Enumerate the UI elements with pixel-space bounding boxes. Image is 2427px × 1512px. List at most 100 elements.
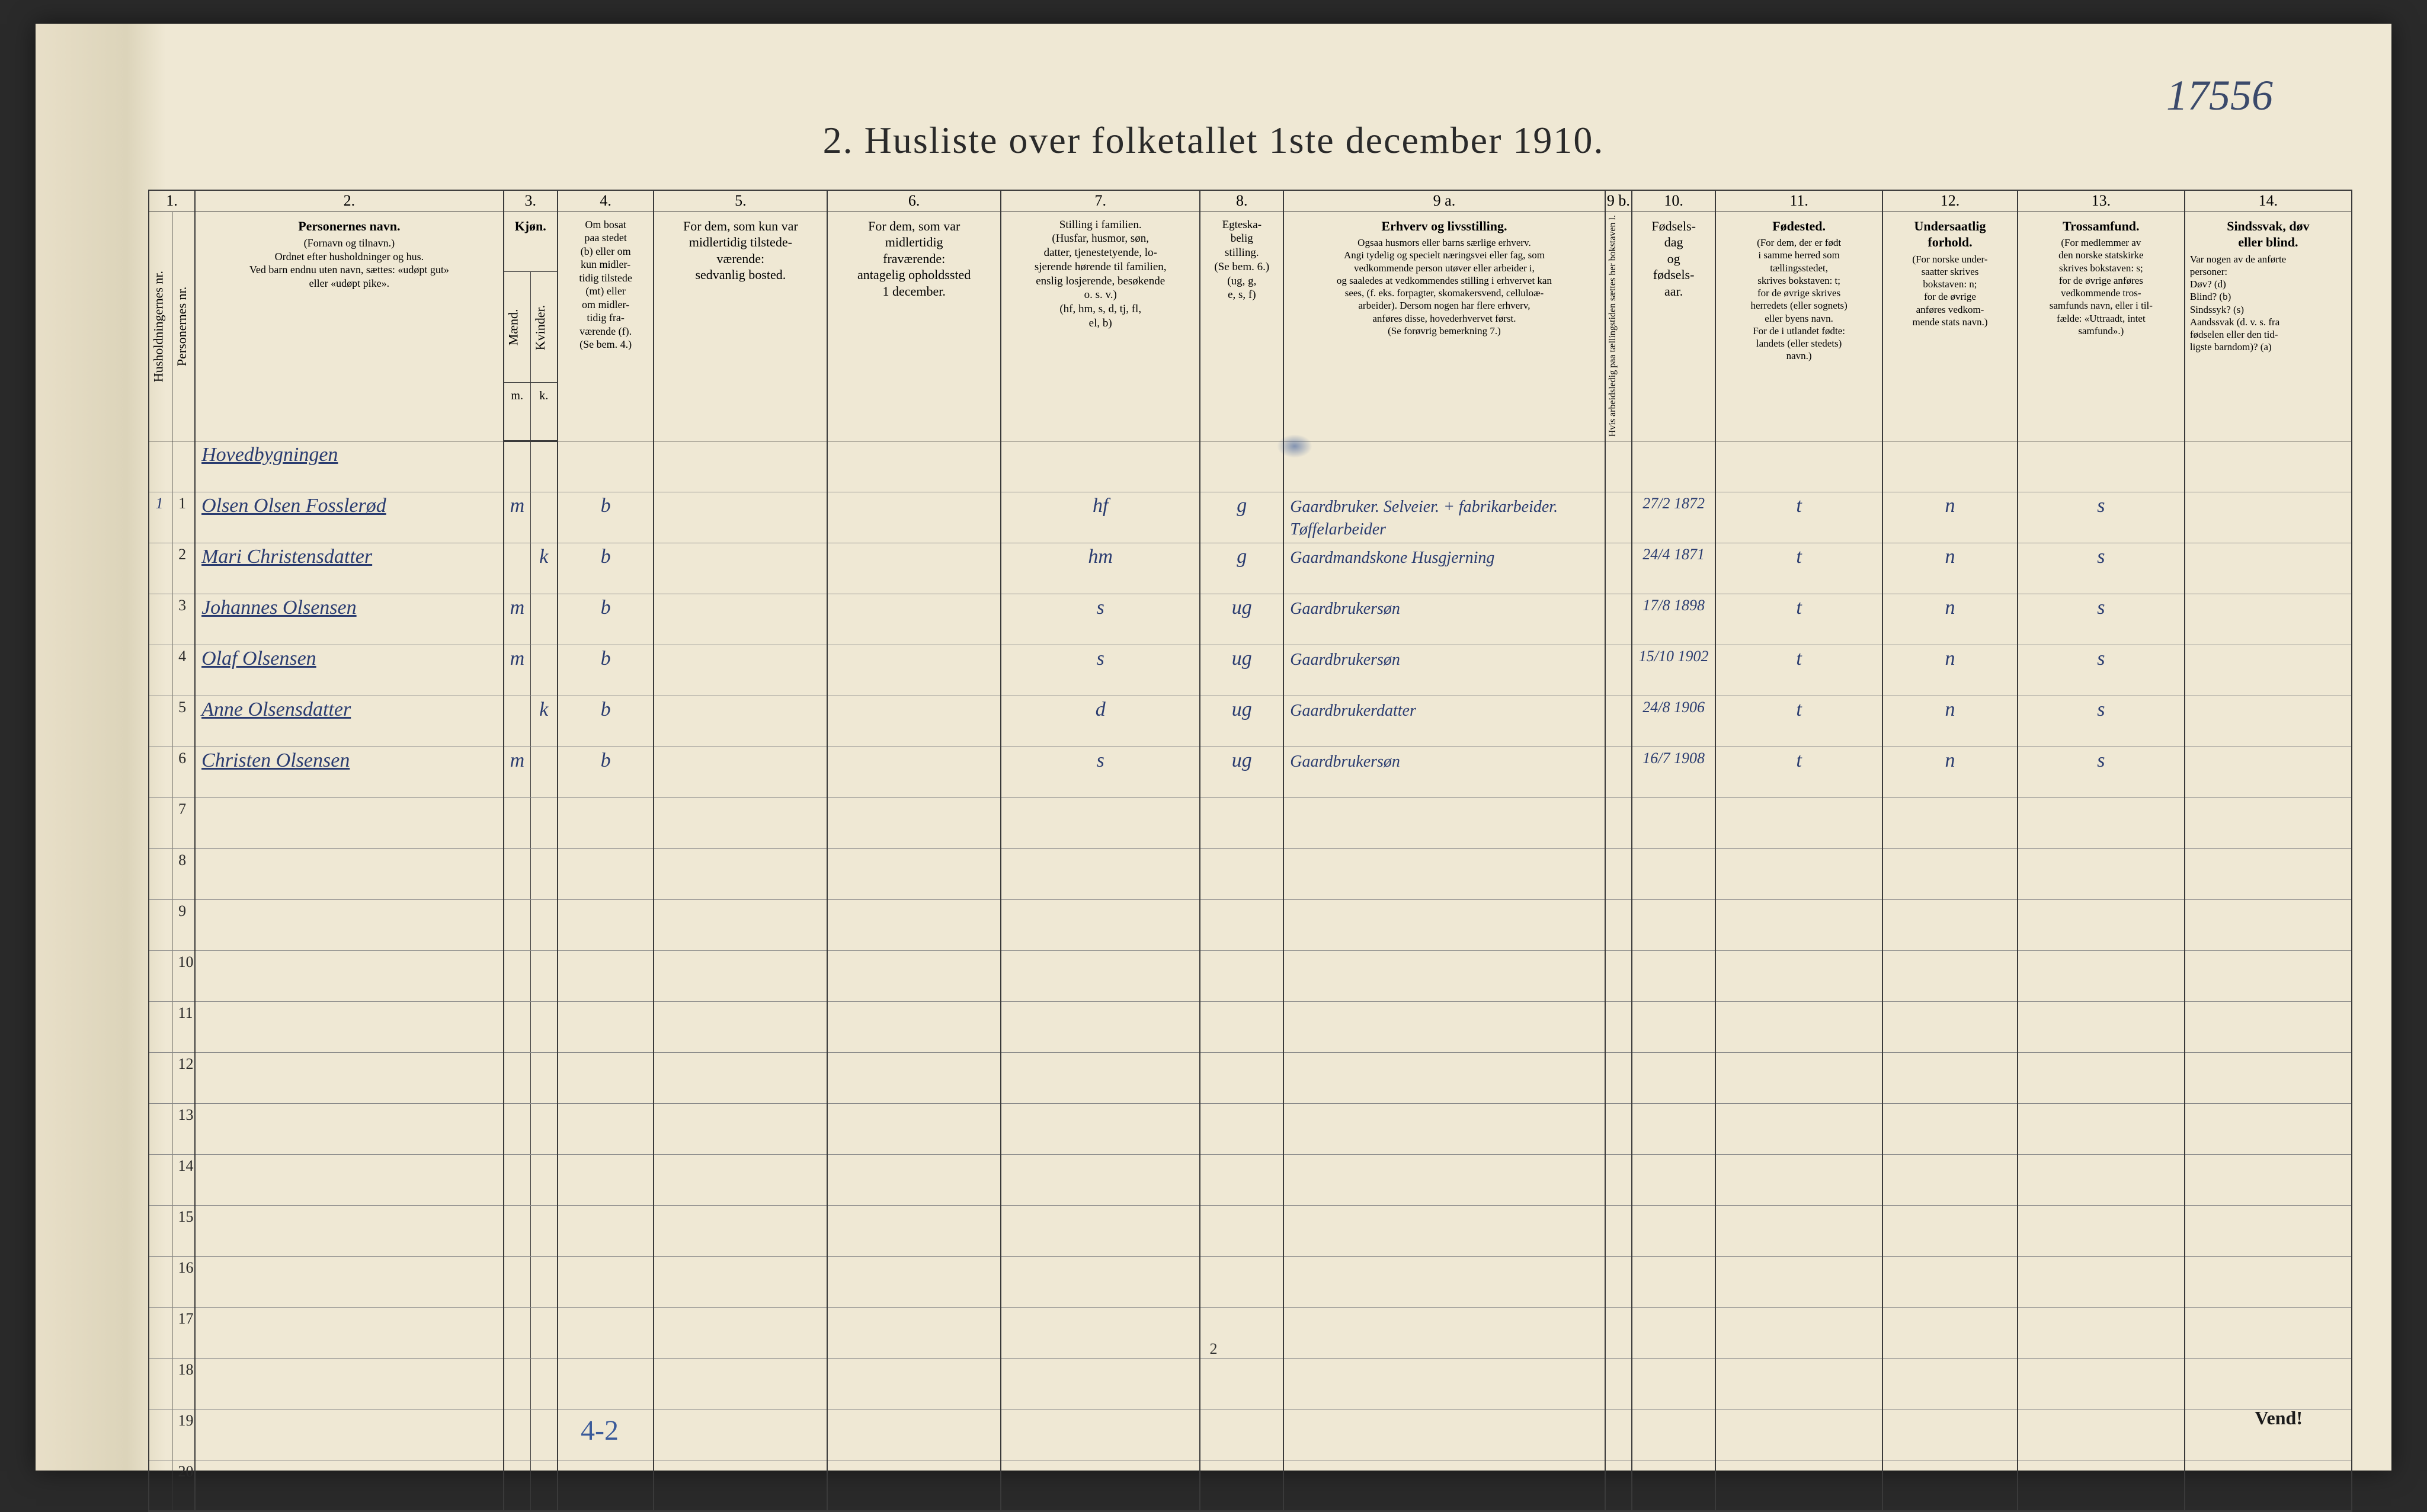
cell-empty [1632, 848, 1715, 899]
cell-empty [1632, 899, 1715, 950]
cell-empty [1605, 950, 1632, 1001]
cell-birthplace: t [1715, 594, 1882, 645]
table-row-empty: 8 [149, 848, 2352, 899]
cell-nationality: n [1882, 747, 2018, 797]
cell-empty [827, 899, 1001, 950]
cell-empty [558, 441, 654, 492]
cell-nationality: n [1882, 645, 2018, 696]
cell-sex-k [530, 594, 558, 645]
cell-occupation: Gaardbrukersøn [1283, 747, 1605, 797]
cell-empty [149, 950, 172, 1001]
cell-religion: s [2018, 594, 2185, 645]
cell-temp-absent [827, 543, 1001, 594]
cell-name: Anne Olsensdatter [195, 696, 504, 747]
cell-occupation: Gaardbrukersøn [1283, 594, 1605, 645]
colnum-11: 11. [1715, 190, 1882, 212]
cell-empty [558, 1001, 654, 1052]
header-row-1: Husholdningernes nr. Personernes nr. Per… [149, 212, 2352, 272]
cell-empty [149, 797, 172, 848]
hdr-unemployed: Hvis arbeidsledig paa tællingstiden sætt… [1605, 212, 1632, 441]
cell-temp-present [654, 594, 827, 645]
cell-empty [1632, 1256, 1715, 1307]
cell-disability [2185, 747, 2352, 797]
colnum-13: 13. [2018, 190, 2185, 212]
cell-marital: ug [1200, 594, 1283, 645]
cell-empty [654, 441, 827, 492]
cell-empty [149, 899, 172, 950]
table-row-empty: 19 [149, 1409, 2352, 1460]
cell-empty [2185, 848, 2352, 899]
cell-name: Olsen Olsen Fosslerød [195, 492, 504, 543]
cell-temp-present [654, 543, 827, 594]
cell-person-no: 13 [172, 1103, 195, 1154]
cell-empty [530, 1358, 558, 1409]
cell-marital: ug [1200, 645, 1283, 696]
cell-disability [2185, 594, 2352, 645]
cell-person-no: 3 [172, 594, 195, 645]
cell-empty [504, 899, 531, 950]
cell-empty [195, 797, 504, 848]
table-row-empty: 7 [149, 797, 2352, 848]
cell-empty [149, 1205, 172, 1256]
cell-empty [1605, 441, 1632, 492]
cell-sex-m: m [504, 645, 531, 696]
cell-empty [1200, 1358, 1283, 1409]
cell-disability [2185, 645, 2352, 696]
table-row-empty: 20 [149, 1460, 2352, 1511]
cell-empty [2185, 950, 2352, 1001]
cell-empty [504, 1460, 531, 1511]
hdr-temp-present: For dem, som kun var midlertidig tilsted… [654, 212, 827, 441]
cell-empty [530, 1103, 558, 1154]
cell-empty [2018, 1409, 2185, 1460]
cell-empty [1632, 1460, 1715, 1511]
cell-marital: ug [1200, 696, 1283, 747]
section-heading-row: Hovedbygningen [149, 441, 2352, 492]
cell-empty [1200, 797, 1283, 848]
cell-empty [195, 1358, 504, 1409]
cell-temp-present [654, 645, 827, 696]
cell-empty [195, 1154, 504, 1205]
cell-empty [2185, 1103, 2352, 1154]
cell-empty [827, 950, 1001, 1001]
cell-temp-absent [827, 594, 1001, 645]
cell-empty [1632, 1001, 1715, 1052]
cell-empty [2018, 1052, 2185, 1103]
cell-empty [504, 1154, 531, 1205]
colnum-8: 8. [1200, 190, 1283, 212]
cell-name: Olaf Olsensen [195, 645, 504, 696]
cell-person-no: 15 [172, 1205, 195, 1256]
hdr-household-no: Husholdningernes nr. [149, 212, 172, 441]
cell-empty [172, 441, 195, 492]
column-number-row: 1. 2. 3. 4. 5. 6. 7. 8. 9 a. 9 b. 10. 11… [149, 190, 2352, 212]
table-row: 5Anne OlsensdatterkbdugGaardbrukerdatter… [149, 696, 2352, 747]
cell-empty [504, 848, 531, 899]
cell-empty [504, 1052, 531, 1103]
cell-person-no: 7 [172, 797, 195, 848]
cell-empty [2018, 1103, 2185, 1154]
cell-nationality: n [1882, 492, 2018, 543]
hdr-occ-sub: Ogsaa husmors eller barns særlige erhver… [1289, 236, 1599, 337]
cell-empty [1283, 1205, 1605, 1256]
cell-temp-absent [827, 492, 1001, 543]
cell-family-pos: s [1001, 645, 1200, 696]
cell-empty [149, 848, 172, 899]
cell-empty [149, 1103, 172, 1154]
cell-empty [654, 1409, 827, 1460]
cell-empty [2185, 1154, 2352, 1205]
cell-sex-k [530, 492, 558, 543]
cell-household-no [149, 594, 172, 645]
cell-empty [2185, 1358, 2352, 1409]
cell-birthplace: t [1715, 696, 1882, 747]
cell-empty [1882, 441, 2018, 492]
cell-empty [149, 1358, 172, 1409]
cell-birthplace: t [1715, 645, 1882, 696]
cell-empty [530, 950, 558, 1001]
cell-family-pos: d [1001, 696, 1200, 747]
cell-empty [558, 1460, 654, 1511]
cell-empty [530, 1052, 558, 1103]
cell-occupation: Gaardbrukersøn [1283, 645, 1605, 696]
cell-empty [1882, 848, 2018, 899]
cell-empty [1882, 1358, 2018, 1409]
cell-occupation: Gaardbruker. Selveier. + fabrikarbeider.… [1283, 492, 1605, 543]
cell-person-no: 8 [172, 848, 195, 899]
